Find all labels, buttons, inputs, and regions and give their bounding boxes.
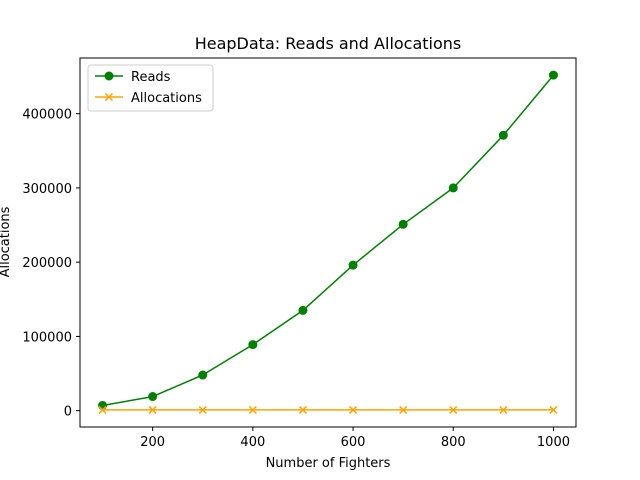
series-allocations [98,405,558,414]
data-point-reads [548,70,558,80]
legend-allocations-marker [104,92,114,102]
data-point-reads [398,219,408,229]
data-point-allocations [549,405,558,414]
plot-area [79,57,577,428]
data-point-allocations [499,405,508,414]
legend-marker-reads [104,71,114,81]
data-point-allocations [198,405,207,414]
y-tick-label: 100000 [22,330,72,345]
legend-reads-marker [104,71,114,81]
legend-allocations-label: Allocations [131,91,202,106]
y-tick-label: 200000 [22,256,72,271]
x-tick-label: 1000 [537,435,570,450]
data-point-allocations [148,405,157,414]
series-line-reads [102,74,555,407]
data-point-reads [148,392,158,402]
y-tick-label: 300000 [22,182,72,197]
y-tick-label: 0 [64,405,72,420]
data-point-allocations [298,405,307,414]
data-point-reads [198,370,208,380]
data-point-allocations [349,405,358,414]
series-layer [98,70,558,414]
legend-marker-allocations [104,92,114,102]
x-tick-label: 400 [240,435,265,450]
x-axis-label: Number of Fighters [266,456,391,471]
y-tick-label: 400000 [22,108,72,123]
data-point-reads [298,305,308,315]
x-tick-label: 800 [441,435,466,450]
chart-title: HeapData: Reads and Allocations [195,34,462,53]
data-point-reads [498,130,508,140]
data-point-reads [248,340,258,350]
y-axis-label: Allocations [0,206,13,277]
data-point-allocations [98,405,107,414]
series-reads [98,70,558,410]
data-point-reads [98,400,108,410]
legend-reads-label: Reads [131,70,171,85]
data-point-reads [348,260,358,270]
y-axis: 0 100000 200000 300000 400000 [22,108,80,420]
data-point-allocations [399,405,408,414]
x-axis: 200 400 600 800 1000 [140,427,570,450]
data-point-allocations [449,405,458,414]
x-tick-label: 600 [341,435,366,450]
x-tick-label: 200 [140,435,165,450]
data-point-reads [448,183,458,193]
legend: Reads Allocations [87,64,214,112]
data-point-allocations [248,405,257,414]
